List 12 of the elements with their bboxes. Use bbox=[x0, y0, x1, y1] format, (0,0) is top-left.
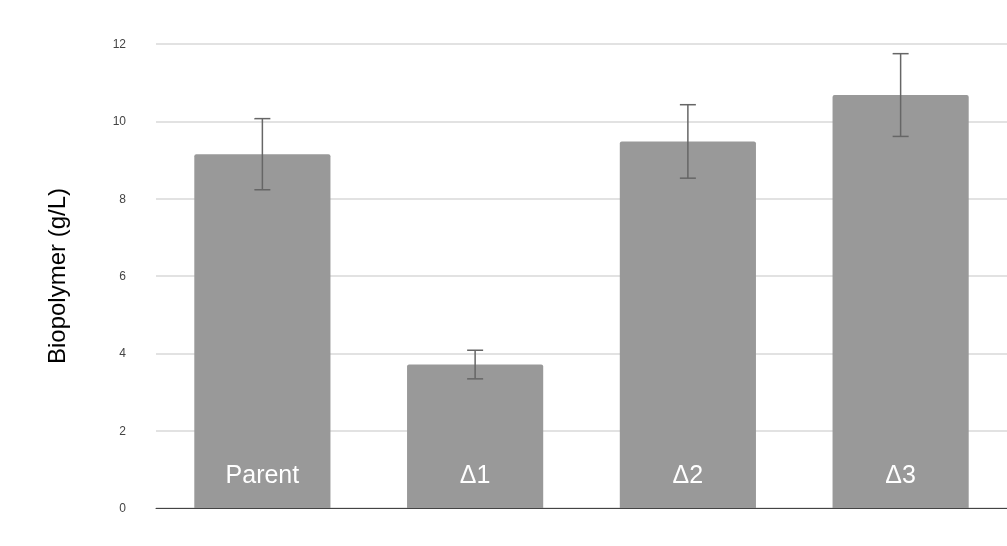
x-tick-label: Δ3 bbox=[885, 459, 916, 488]
y-axis-title: Biopolymer (g/L) bbox=[42, 187, 70, 365]
y-tick-label: 12 bbox=[112, 37, 127, 51]
y-tick-label: 8 bbox=[119, 191, 127, 206]
y-tick-label: 6 bbox=[119, 269, 127, 283]
y-tick-label: 4 bbox=[119, 346, 127, 361]
y-tick-label: 2 bbox=[119, 423, 127, 438]
x-tick-label: Δ2 bbox=[672, 459, 704, 488]
y-tick-label: 0 bbox=[119, 501, 127, 515]
x-tick-label: Δ1 bbox=[459, 459, 491, 488]
x-tick-label: Parent bbox=[225, 459, 300, 488]
y-tick-label: 10 bbox=[112, 114, 127, 129]
